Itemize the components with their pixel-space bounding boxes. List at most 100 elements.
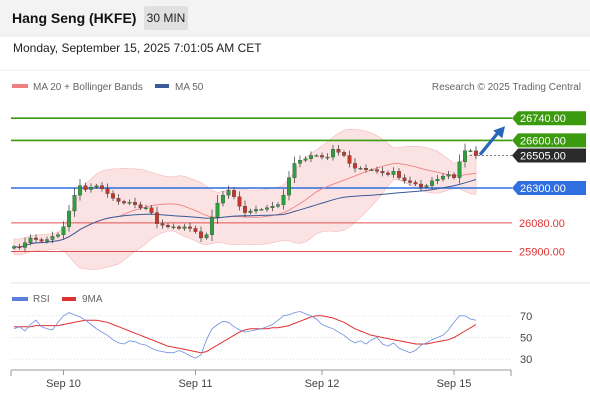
candle [342,150,346,158]
candle [127,199,132,206]
candle [133,197,137,209]
candle [237,191,242,211]
candle [391,167,396,178]
candle [413,180,418,186]
price-label-text: 26600.00 [520,135,566,147]
candle [259,208,264,211]
price-label-tag [512,111,586,126]
candle [78,178,82,201]
candle [314,154,319,157]
rsi-tick-label: 50 [520,333,532,345]
rsi-9ma-line [14,315,477,354]
candle [89,183,93,193]
candle [336,145,341,156]
price-label-text: 26300.00 [520,183,566,195]
candle [17,243,22,250]
candle [155,206,159,229]
candle [50,231,55,244]
candle [331,144,335,161]
price-label-resistance: 26740.00 [512,111,586,126]
candle [386,170,390,177]
price-label-last: 26505.00 [512,148,586,163]
candle [23,237,27,252]
instrument-title: Hang Seng (HKFE) [12,10,137,26]
price-label-text: 25900.00 [519,246,565,258]
candle [210,209,214,242]
candle [83,182,88,193]
rsi-tick-label: 70 [520,311,532,323]
candle [292,156,297,184]
price-label-support: 25900.00 [519,246,565,258]
candle [441,173,445,182]
legend-swatch-rsi [12,297,28,301]
candle [298,155,302,168]
candle [144,204,148,211]
candle [204,232,209,240]
candle [171,223,176,230]
candle [397,168,401,181]
candle [463,143,467,168]
candle [320,152,324,160]
candle [276,202,280,209]
price-label-text: 26505.00 [520,150,566,162]
candle [100,182,104,192]
rsi-gridlines: 70 50 30 [11,311,532,366]
candle [364,164,368,173]
candle [221,190,225,207]
rsi-lines [13,311,477,359]
candle [474,146,478,160]
bollinger-band-area [13,128,477,270]
candle [232,187,236,200]
legend-label-rsi: RSI [33,294,50,305]
candle [12,244,16,250]
candle [265,204,269,212]
candle [408,176,412,186]
candle [424,183,429,189]
legend-label-ma50: MA 50 [175,82,204,93]
candle [45,236,49,244]
candle [380,167,385,177]
rsi-line [13,311,477,359]
forecast-arrow-head [493,126,505,139]
candle [430,176,434,189]
candle [347,150,352,168]
candle [215,194,220,224]
forecast-arrow [478,126,505,156]
candle [353,158,357,173]
candle [358,166,363,170]
price-label-text: 26740.00 [520,113,566,125]
candle [419,179,423,191]
candle [177,225,181,230]
candle [149,205,154,215]
price-label-tag [512,181,586,195]
candle [248,208,253,215]
candle [254,205,258,214]
candle [39,237,44,243]
candle [182,223,187,231]
candle [270,201,275,212]
candle [116,194,121,205]
candle [56,232,60,239]
datetime-label: Monday, September 15, 2025 7:01:05 AM CE… [13,41,262,55]
rsi-tick-label: 30 [520,354,532,366]
timeframe-button[interactable]: 30 MIN [144,6,188,30]
candle [452,172,456,180]
candle [281,189,286,210]
price-label-resistance: 26600.00 [512,133,586,148]
candles [12,143,478,252]
candle [303,156,308,163]
candle [28,234,33,246]
forecast-arrow-shaft [478,129,502,156]
candle [369,168,374,171]
candle [226,185,231,199]
price-label-pivot: 26300.00 [512,181,586,195]
candle [61,221,66,240]
candle [375,166,379,174]
price-label-support: 26080.00 [519,218,565,230]
candle [468,148,473,153]
price-label-tag [512,148,586,163]
candle [309,151,313,162]
candle [435,174,440,185]
candle [193,225,198,234]
